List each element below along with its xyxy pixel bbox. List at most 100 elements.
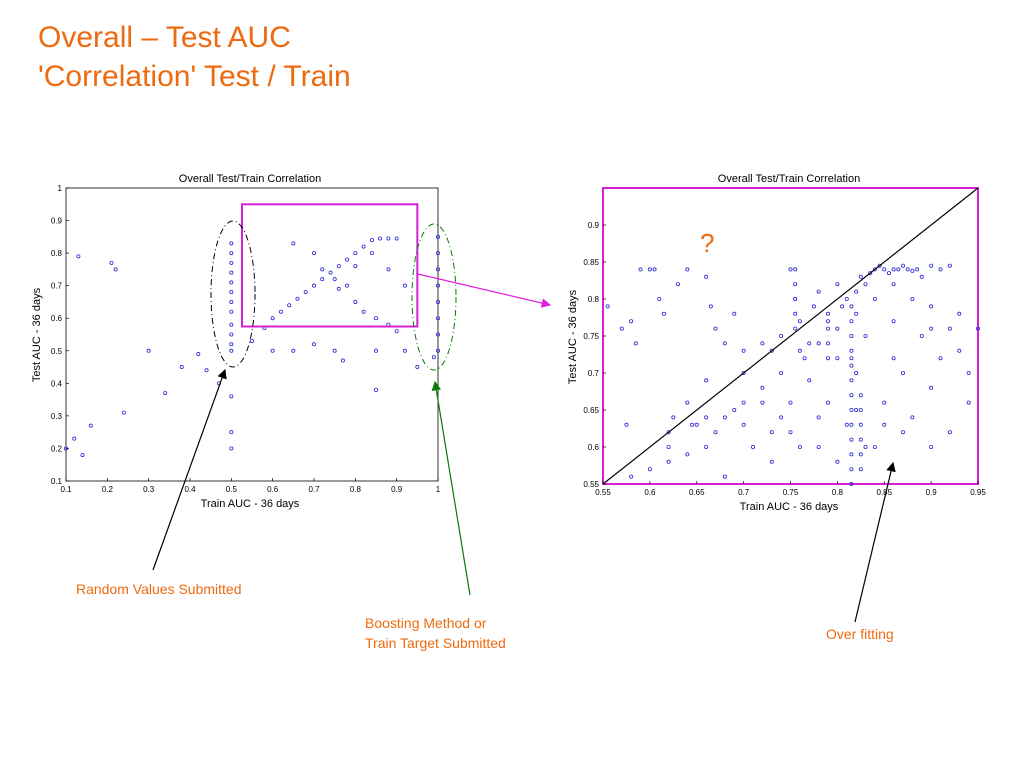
right-data-point (849, 319, 854, 324)
right-data-point (849, 481, 854, 486)
right-x-tick-label: 0.8 (832, 488, 844, 497)
right-data-point (666, 444, 671, 449)
right-data-point (835, 282, 840, 287)
right-data-point (910, 415, 915, 420)
right-data-point (629, 474, 634, 479)
left-data-point (369, 251, 374, 256)
annotation-boosting-line1: Boosting Method or (365, 615, 487, 631)
right-data-point (779, 370, 784, 375)
right-data-point (901, 430, 906, 435)
left-data-point (229, 241, 234, 246)
left-data-point (229, 446, 234, 451)
right-data-point (957, 348, 962, 353)
right-x-tick-label: 0.7 (738, 488, 750, 497)
left-y-tick-label: 0.4 (51, 379, 63, 388)
right-data-point (872, 267, 877, 272)
left-data-point (76, 254, 81, 259)
left-y-tick-label: 1 (58, 184, 63, 193)
right-data-point (788, 267, 793, 272)
left-x-tick-label: 0.7 (308, 485, 320, 494)
left-data-point (386, 267, 391, 272)
left-data-point (332, 277, 337, 282)
left-data-point (345, 257, 350, 262)
right-data-point (760, 341, 765, 346)
right-data-point (685, 400, 690, 405)
right-data-point (629, 319, 634, 324)
right-data-point (858, 452, 863, 457)
right-data-point (797, 319, 802, 324)
left-y-axis-label: Test AUC - 36 days (31, 287, 43, 382)
right-y-tick-label: 0.65 (583, 406, 599, 415)
right-data-point (760, 385, 765, 390)
left-data-point (340, 358, 345, 363)
right-data-point (910, 268, 915, 273)
annotation-boosting-line2: Train Target Submitted (365, 635, 506, 651)
right-y-tick-label: 0.85 (583, 258, 599, 267)
right-data-point (769, 459, 774, 464)
right-data-point (751, 444, 756, 449)
left-y-tick-label: 0.5 (51, 347, 63, 356)
right-data-point (947, 430, 952, 435)
annotation-random: Random Values Submitted (76, 581, 242, 597)
arrow-random-values (152, 368, 227, 571)
right-data-point (905, 267, 910, 272)
left-data-point (249, 339, 254, 344)
zoom-region-box (241, 203, 419, 328)
left-data-point (394, 329, 399, 334)
right-data-point (760, 400, 765, 405)
left-data-point (394, 236, 399, 241)
right-x-tick-label: 0.95 (970, 488, 986, 497)
right-data-point (816, 415, 821, 420)
right-data-point (647, 467, 652, 472)
right-data-point (849, 452, 854, 457)
right-data-point (666, 430, 671, 435)
left-data-point (163, 391, 168, 396)
left-data-point (229, 299, 234, 304)
right-data-point (882, 400, 887, 405)
right-points (605, 263, 981, 486)
right-data-point (802, 356, 807, 361)
left-data-point (229, 394, 234, 399)
left-y-ticks: 0.1 0.2 0.3 0.4 0.5 0.6 0.7 0.8 0.9 1 (51, 184, 69, 486)
right-y-tick-label: 0.7 (588, 369, 600, 378)
arrow-zoom (417, 273, 552, 308)
left-y-tick-label: 0.8 (51, 249, 63, 258)
right-data-point (882, 422, 887, 427)
right-data-point (840, 304, 845, 309)
right-data-point (657, 296, 662, 301)
right-data-point (849, 304, 854, 309)
right-data-point (896, 267, 901, 272)
right-data-point (863, 444, 868, 449)
right-y-tick-label: 0.6 (588, 443, 600, 452)
right-data-point (886, 271, 891, 276)
question-mark: ? (700, 228, 714, 258)
right-x-tick-label: 0.75 (783, 488, 799, 497)
right-data-point (966, 400, 971, 405)
left-data-point (378, 236, 383, 241)
left-data-point (435, 332, 440, 337)
right-data-point (891, 356, 896, 361)
left-data-point (431, 355, 436, 360)
left-data-point (435, 283, 440, 288)
right-data-point (849, 378, 854, 383)
left-data-point (328, 270, 333, 275)
right-data-point (793, 296, 798, 301)
left-data-point (229, 309, 234, 314)
right-data-point (652, 267, 657, 272)
left-data-point (121, 410, 126, 415)
right-x-tick-label: 0.6 (644, 488, 656, 497)
left-y-tick-label: 0.1 (51, 477, 63, 486)
right-data-point (666, 459, 671, 464)
left-data-point (179, 365, 184, 370)
right-data-point (849, 467, 854, 472)
right-data-point (807, 341, 812, 346)
left-data-point (311, 283, 316, 288)
right-data-point (741, 370, 746, 375)
arrow-boosting (431, 380, 471, 596)
right-data-point (854, 311, 859, 316)
left-y-tick-label: 0.2 (51, 444, 63, 453)
left-x-tick-label: 0.5 (226, 485, 238, 494)
right-data-point (732, 311, 737, 316)
left-y-tick-label: 0.6 (51, 314, 63, 323)
right-data-point (704, 444, 709, 449)
